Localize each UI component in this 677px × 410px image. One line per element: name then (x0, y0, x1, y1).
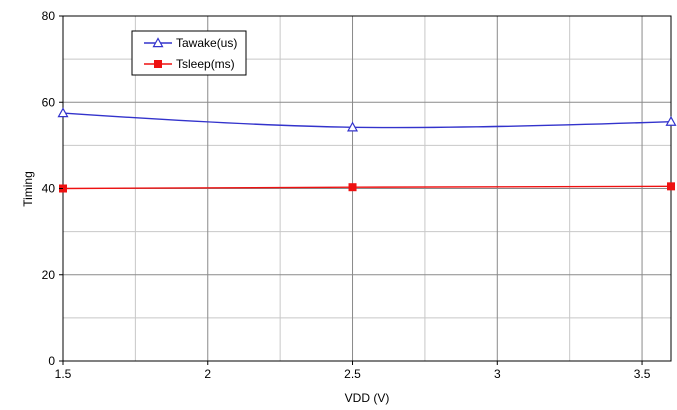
legend-label-1: Tsleep(ms) (176, 57, 235, 71)
legend-swatch-marker-1 (154, 60, 162, 68)
x-axis-title: VDD (V) (345, 391, 390, 405)
y-tick-label-2: 40 (42, 182, 56, 196)
series-1 (59, 182, 675, 193)
series-0-point-1 (347, 121, 359, 132)
series-1-point-1 (348, 183, 357, 192)
series-0-point-2 (665, 115, 677, 126)
series-0 (57, 107, 677, 132)
y-tick-label-0: 0 (48, 354, 55, 368)
legend: Tawake(us) Tsleep(ms) (131, 30, 247, 76)
y-axis-title: Timing (21, 171, 35, 207)
x-tick-label-4: 3.5 (634, 367, 651, 381)
tick-labels: 0 20 40 60 80 1.5 2 2.5 3 3.5 (42, 9, 651, 381)
legend-label-0: Tawake(us) (176, 36, 237, 50)
series-layer (57, 107, 677, 193)
x-tick-label-1: 2 (204, 367, 211, 381)
x-tick-label-3: 3 (494, 367, 501, 381)
series-0-point-0 (57, 107, 69, 118)
x-tick-label-2: 2.5 (344, 367, 361, 381)
series-line-0 (62, 112, 672, 129)
y-tick-label-4: 80 (42, 9, 56, 23)
x-tick-label-0: 1.5 (55, 367, 72, 381)
legend-swatch-marker-0 (152, 37, 164, 48)
series-1-point-2 (667, 182, 675, 191)
legend-box (131, 30, 247, 76)
y-tick-label-1: 20 (42, 268, 56, 282)
y-tick-label-3: 60 (42, 95, 56, 109)
